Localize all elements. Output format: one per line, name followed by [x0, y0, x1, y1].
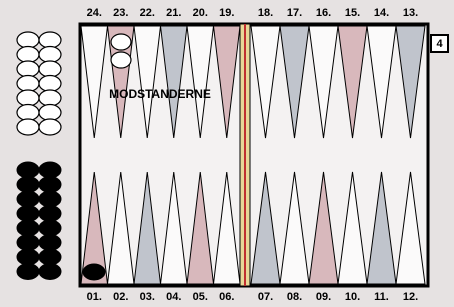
white-checker[interactable]: [39, 119, 61, 135]
white-checker[interactable]: [39, 90, 61, 106]
point-number: 05.: [193, 291, 208, 303]
black-checker[interactable]: [17, 235, 39, 251]
white-checker[interactable]: [17, 105, 39, 121]
black-checker[interactable]: [39, 235, 61, 251]
point-number: 02.: [113, 291, 128, 303]
black-checker[interactable]: [17, 264, 39, 280]
white-checker[interactable]: [17, 61, 39, 77]
black-checker[interactable]: [17, 206, 39, 222]
black-checker[interactable]: [17, 191, 39, 207]
white-checker[interactable]: [17, 32, 39, 48]
backgammon-board: MODSTANDERNE 4 24. 01. 23. 02. 22. 03. 21. 04. 2…: [0, 0, 454, 307]
white-checker[interactable]: [39, 47, 61, 63]
point-number: 12.: [403, 291, 418, 303]
point-number: 21.: [166, 7, 181, 19]
point-number: 06.: [219, 291, 234, 303]
black-checker[interactable]: [39, 191, 61, 207]
point-number: 01.: [87, 291, 102, 303]
black-checker[interactable]: [17, 249, 39, 265]
white-checker[interactable]: [111, 52, 131, 68]
point-number: 24.: [87, 7, 102, 19]
point-number: 13.: [403, 7, 418, 19]
point-number: 09.: [316, 291, 331, 303]
white-checker[interactable]: [39, 105, 61, 121]
black-checker[interactable]: [39, 249, 61, 265]
white-checker[interactable]: [17, 119, 39, 135]
point-number: 15.: [345, 7, 360, 19]
point-number: 17.: [287, 7, 302, 19]
black-checker[interactable]: [83, 264, 105, 280]
point-number: 18.: [258, 7, 273, 19]
point-number: 16.: [316, 7, 331, 19]
point-number: 10.: [345, 291, 360, 303]
black-checker[interactable]: [39, 177, 61, 193]
board-label: MODSTANDERNE: [109, 87, 211, 101]
point-number: 22.: [140, 7, 155, 19]
point-number: 08.: [287, 291, 302, 303]
black-checker[interactable]: [39, 264, 61, 280]
cube-value: 4: [436, 38, 443, 50]
point-number: 07.: [258, 291, 273, 303]
black-checker[interactable]: [39, 206, 61, 222]
black-checker[interactable]: [39, 220, 61, 236]
white-checker[interactable]: [39, 32, 61, 48]
white-checker[interactable]: [111, 34, 131, 50]
point-number: 14.: [374, 7, 389, 19]
black-checker[interactable]: [17, 177, 39, 193]
white-checker[interactable]: [39, 61, 61, 77]
point-number: 03.: [140, 291, 155, 303]
white-checker[interactable]: [17, 90, 39, 106]
point-number: 19.: [219, 7, 234, 19]
point-number: 23.: [113, 7, 128, 19]
point-number: 04.: [166, 291, 181, 303]
white-checker[interactable]: [39, 76, 61, 92]
black-checker[interactable]: [17, 162, 39, 178]
black-checker[interactable]: [39, 162, 61, 178]
point-number: 20.: [193, 7, 208, 19]
white-checker[interactable]: [17, 76, 39, 92]
point-number: 11.: [374, 291, 389, 303]
black-checker[interactable]: [17, 220, 39, 236]
white-checker[interactable]: [17, 47, 39, 63]
